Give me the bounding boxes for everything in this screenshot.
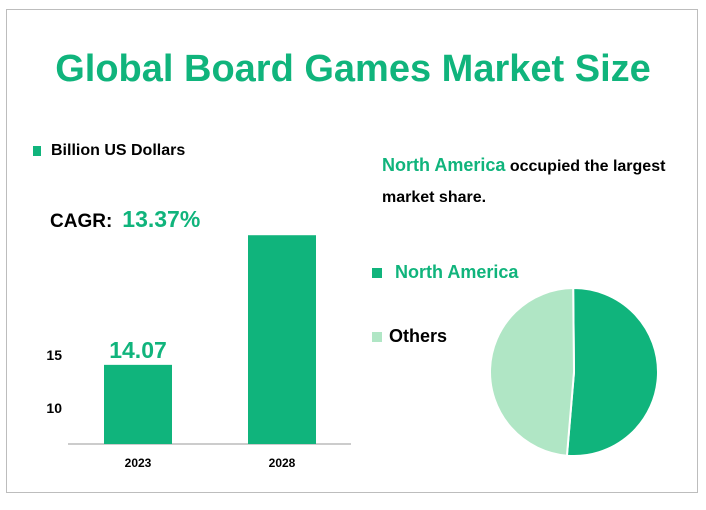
pie-legend-swatch-north-america	[372, 267, 382, 278]
pie-legend-label-others: Others	[389, 326, 448, 346]
x-tick-label-2028: 2028	[269, 456, 296, 470]
unit-legend-swatch	[33, 146, 41, 156]
chart-title: Global Board Games Market Size	[55, 48, 651, 90]
pie-legend-north-america: North America	[372, 262, 518, 283]
share-note-highlight: North America	[382, 155, 506, 175]
cagr-label: CAGR:	[50, 211, 113, 232]
pie-legend-label-north-america: North America	[395, 262, 519, 282]
share-note-text-2: market share.	[382, 189, 487, 206]
bar-2023	[104, 364, 172, 444]
cagr-block: CAGR: 13.37%	[50, 206, 200, 233]
chart-frame	[6, 9, 698, 493]
x-tick-label-2023: 2023	[125, 456, 152, 470]
share-note-text-1: occupied the largest	[505, 158, 666, 175]
pie-legend-others: Others	[372, 326, 447, 347]
unit-legend-label: Billion US Dollars	[51, 142, 186, 159]
unit-legend: Billion US Dollars	[33, 142, 185, 160]
bar-2028	[248, 235, 316, 444]
pie-slice-north-america	[565, 287, 659, 457]
data-label-2023: 14.07	[109, 337, 167, 363]
pie-slice-others	[489, 286, 576, 457]
cagr-value: 13.37%	[122, 206, 201, 232]
y-tick-label-10: 10	[46, 400, 62, 416]
market-share-note: North America occupied the largest marke…	[382, 150, 702, 213]
pie-legend-swatch-others	[372, 331, 382, 342]
y-tick-label-15: 15	[46, 347, 62, 363]
